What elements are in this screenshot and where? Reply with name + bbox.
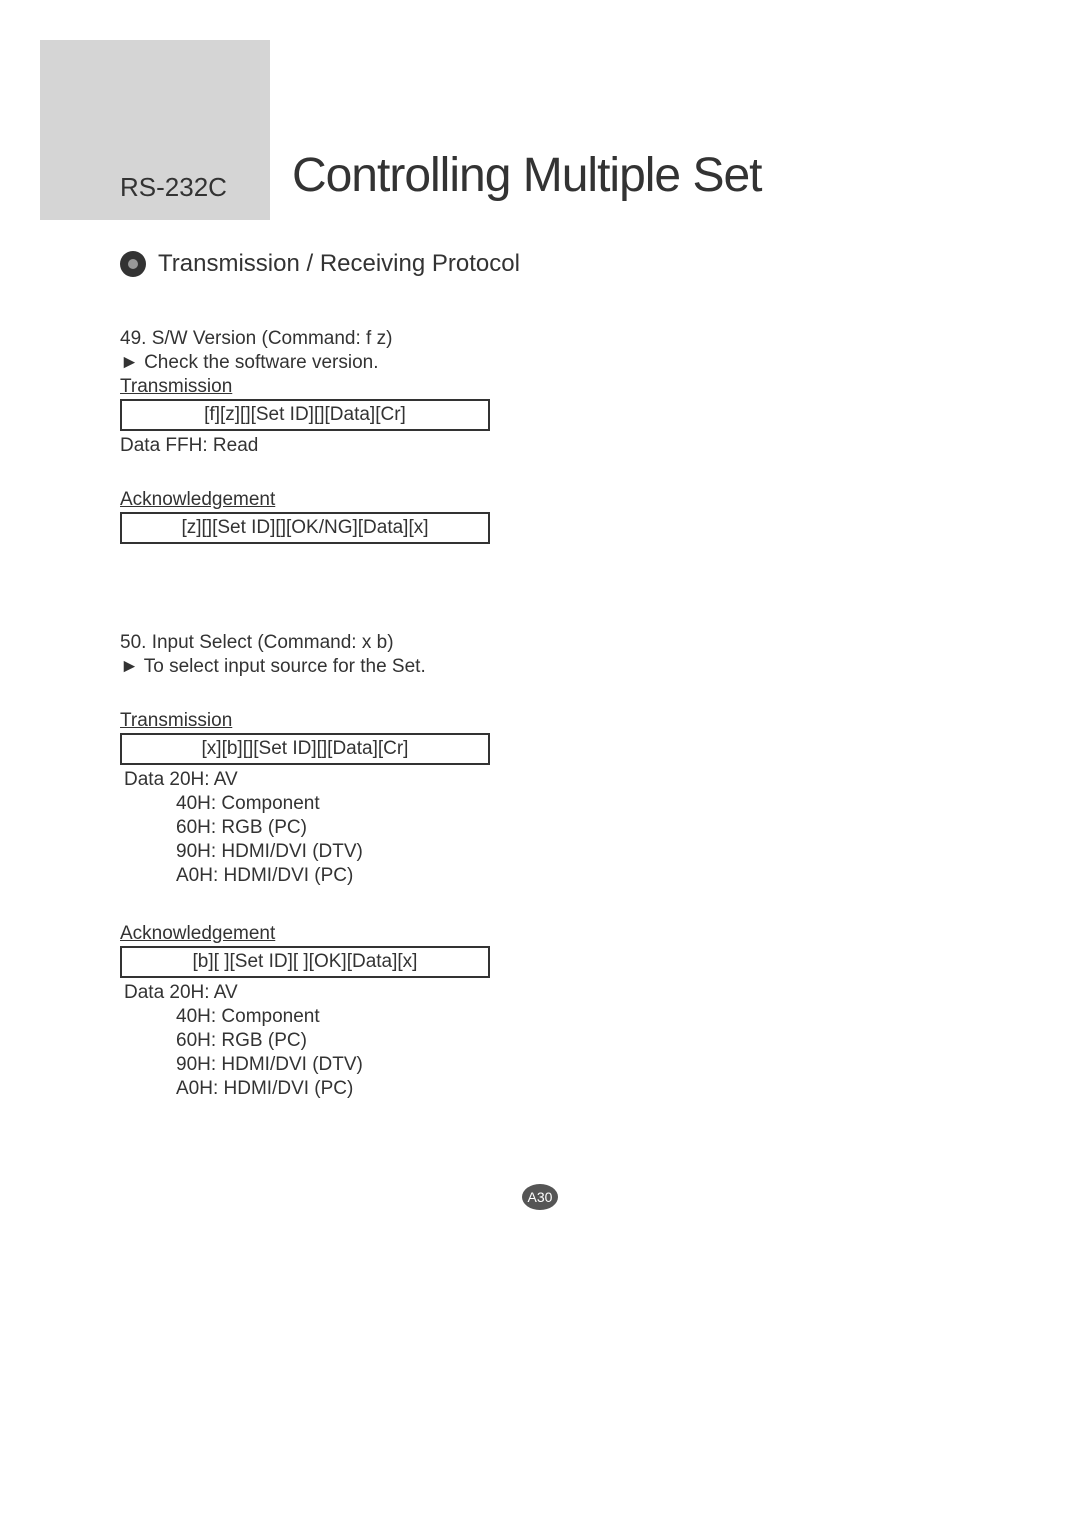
acknowledgement-label: Acknowledgement: [120, 489, 960, 511]
acknowledgement-label: Acknowledgement: [120, 923, 960, 945]
content-area: Transmission / Receiving Protocol 49. S/…: [120, 250, 960, 1188]
data-line: A0H: HDMI/DVI (PC): [176, 865, 960, 887]
command-block-50: 50. Input Select (Command: x b) ► To sel…: [120, 632, 960, 1100]
section-title: Transmission / Receiving Protocol: [158, 250, 520, 278]
command-description: ► To select input source for the Set.: [120, 656, 960, 678]
data-line: 40H: Component: [176, 1006, 960, 1028]
page-number: A30: [522, 1184, 558, 1210]
transmission-code-box: [x][b][][Set ID][][Data][Cr]: [120, 733, 490, 765]
command-description: ► Check the software version.: [120, 352, 960, 374]
ack-code-box: [b][ ][Set ID][ ][OK][Data][x]: [120, 946, 490, 978]
transmission-label: Transmission: [120, 376, 960, 398]
main-title: Controlling Multiple Set: [292, 148, 762, 203]
transmission-code-box: [f][z][][Set ID][][Data][Cr]: [120, 399, 490, 431]
ack-data-list: Data 20H: AV 40H: Component 60H: RGB (PC…: [124, 982, 960, 1100]
data-line: A0H: HDMI/DVI (PC): [176, 1078, 960, 1100]
header-row: RS-232C Controlling Multiple Set: [120, 148, 762, 203]
section-label: RS-232C: [120, 172, 227, 203]
ack-code-box: [z][][Set ID][][OK/NG][Data][x]: [120, 512, 490, 544]
data-line: 40H: Component: [176, 793, 960, 815]
data-line: 60H: RGB (PC): [176, 817, 960, 839]
bullet-inner-icon: [128, 259, 138, 269]
command-title: 50. Input Select (Command: x b): [120, 632, 960, 654]
transmission-label: Transmission: [120, 710, 960, 732]
data-line: 90H: HDMI/DVI (DTV): [176, 841, 960, 863]
command-block-49: 49. S/W Version (Command: f z) ► Check t…: [120, 328, 960, 544]
data-line: 90H: HDMI/DVI (DTV): [176, 1054, 960, 1076]
command-title: 49. S/W Version (Command: f z): [120, 328, 960, 350]
data-line: 60H: RGB (PC): [176, 1030, 960, 1052]
data-line: Data 20H: AV: [124, 769, 960, 791]
data-line: Data 20H: AV: [124, 982, 960, 1004]
bullet-icon: [120, 251, 146, 277]
section-header: Transmission / Receiving Protocol: [120, 250, 960, 278]
data-line: Data FFH: Read: [120, 435, 960, 457]
transmission-data-list: Data 20H: AV 40H: Component 60H: RGB (PC…: [124, 769, 960, 887]
